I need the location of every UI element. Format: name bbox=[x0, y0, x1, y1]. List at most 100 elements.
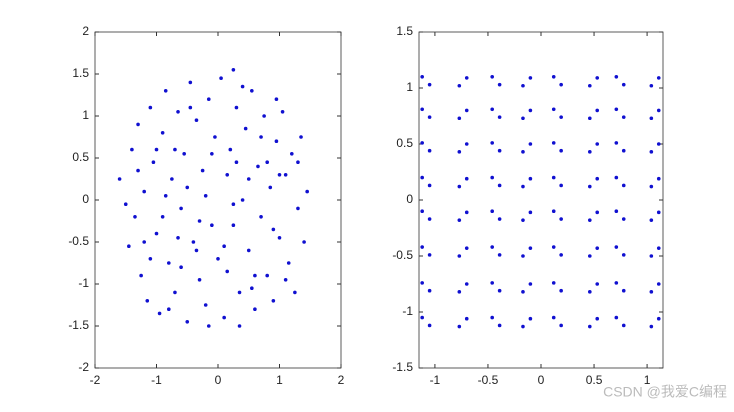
y-tick-label: -0.5 bbox=[392, 248, 413, 262]
data-point bbox=[427, 82, 432, 87]
data-point bbox=[136, 168, 140, 173]
data-point bbox=[240, 198, 245, 202]
data-point bbox=[197, 278, 202, 282]
data-point bbox=[157, 311, 162, 316]
data-point bbox=[234, 105, 239, 110]
data-point bbox=[283, 173, 288, 177]
plot-area bbox=[418, 31, 664, 369]
data-point bbox=[464, 76, 469, 80]
data-point bbox=[265, 160, 270, 164]
data-point bbox=[305, 189, 309, 194]
data-point bbox=[490, 141, 495, 145]
data-point bbox=[176, 236, 180, 240]
data-point bbox=[243, 126, 248, 131]
data-point bbox=[551, 281, 556, 285]
x-tick-label: 0 bbox=[538, 373, 545, 387]
y-tick-label: 0.5 bbox=[72, 150, 89, 164]
data-point bbox=[167, 307, 171, 312]
data-point bbox=[127, 244, 131, 248]
data-point bbox=[246, 177, 251, 181]
y-tick-label: -1 bbox=[78, 276, 89, 290]
data-point bbox=[203, 194, 208, 198]
data-point bbox=[145, 299, 150, 303]
data-point bbox=[621, 115, 626, 119]
data-point bbox=[246, 248, 251, 253]
data-point bbox=[271, 299, 276, 303]
x-tick-label: -2 bbox=[90, 373, 101, 387]
data-point bbox=[464, 210, 469, 215]
data-point bbox=[420, 141, 424, 145]
data-point bbox=[614, 75, 619, 79]
data-point bbox=[176, 110, 180, 114]
data-point bbox=[595, 282, 600, 286]
data-point bbox=[490, 209, 495, 213]
data-point bbox=[142, 240, 146, 244]
data-point bbox=[299, 135, 303, 139]
data-point bbox=[497, 217, 502, 221]
data-point bbox=[588, 184, 592, 189]
x-tick-label: 2 bbox=[338, 373, 345, 387]
y-tick-label: -1.5 bbox=[392, 360, 413, 374]
data-point bbox=[234, 160, 239, 164]
data-point bbox=[490, 245, 495, 249]
data-point bbox=[259, 215, 263, 219]
data-point bbox=[464, 246, 469, 250]
data-point bbox=[649, 83, 654, 88]
data-point bbox=[649, 184, 654, 189]
y-tick-label: 1.5 bbox=[72, 66, 89, 80]
data-point bbox=[219, 76, 223, 80]
data-point bbox=[614, 281, 619, 285]
data-point bbox=[490, 315, 495, 320]
data-point bbox=[528, 76, 533, 80]
data-point bbox=[457, 83, 462, 88]
data-point bbox=[614, 315, 619, 320]
data-point bbox=[457, 290, 462, 294]
data-point bbox=[231, 68, 236, 72]
data-point bbox=[588, 150, 592, 154]
data-point bbox=[250, 286, 254, 291]
data-point bbox=[559, 115, 563, 119]
data-point bbox=[133, 215, 137, 219]
data-point bbox=[595, 210, 600, 215]
data-point bbox=[427, 115, 432, 119]
data-point bbox=[163, 194, 168, 198]
x-tick-label: 1 bbox=[276, 373, 283, 387]
data-point bbox=[139, 273, 143, 278]
data-point bbox=[521, 116, 525, 121]
data-point bbox=[427, 253, 432, 257]
y-tick-label: -0.5 bbox=[68, 234, 89, 248]
data-point bbox=[497, 288, 502, 293]
data-point bbox=[123, 202, 128, 206]
data-point bbox=[206, 97, 211, 101]
data-point bbox=[464, 176, 469, 181]
x-tick-label: 0.5 bbox=[586, 373, 603, 387]
data-point bbox=[614, 245, 619, 249]
data-point bbox=[188, 80, 193, 85]
data-point bbox=[274, 139, 279, 143]
data-point bbox=[420, 315, 424, 320]
data-point bbox=[559, 288, 563, 293]
data-point bbox=[649, 324, 654, 329]
data-point bbox=[280, 110, 285, 114]
data-point bbox=[490, 75, 495, 79]
data-point bbox=[228, 147, 233, 152]
data-point bbox=[656, 210, 661, 215]
data-point bbox=[173, 290, 177, 295]
y-tick-label: -1.5 bbox=[68, 318, 89, 332]
data-point bbox=[528, 316, 533, 321]
data-point bbox=[427, 183, 432, 188]
data-point bbox=[588, 254, 592, 258]
data-point bbox=[614, 107, 619, 112]
data-point bbox=[277, 236, 282, 240]
data-point bbox=[420, 75, 424, 79]
watermark: CSDN @我爱C编程 bbox=[603, 384, 727, 400]
data-point bbox=[656, 316, 661, 321]
data-point bbox=[457, 254, 462, 258]
data-point bbox=[154, 147, 159, 152]
data-point bbox=[222, 315, 226, 320]
data-point bbox=[296, 206, 300, 211]
y-tick-label: 1 bbox=[406, 80, 413, 94]
data-point bbox=[200, 168, 205, 173]
data-point bbox=[490, 107, 495, 112]
data-point bbox=[185, 320, 190, 324]
